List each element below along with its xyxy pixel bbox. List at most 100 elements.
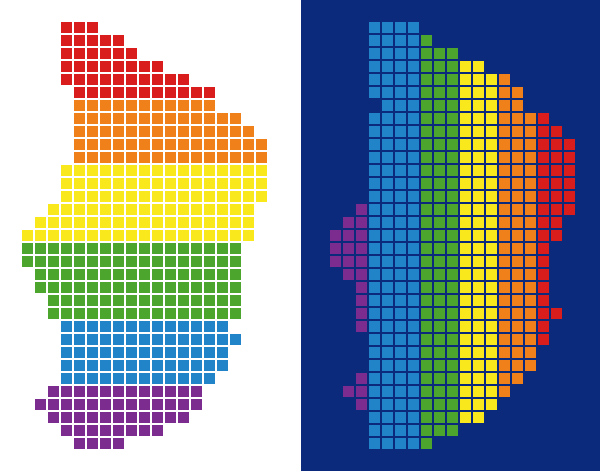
pixel (191, 243, 202, 254)
pixel (499, 217, 510, 228)
pixel (369, 152, 380, 163)
pixel (230, 113, 241, 124)
pixel (499, 139, 510, 150)
pixel (486, 334, 497, 345)
pixel (512, 334, 523, 345)
pixel (113, 191, 124, 202)
pixel (165, 113, 176, 124)
pixel (100, 334, 111, 345)
pixel (447, 217, 458, 228)
pixel (191, 100, 202, 111)
pixel (217, 139, 228, 150)
pixel (87, 373, 98, 384)
pixel (421, 373, 432, 384)
pixel (512, 152, 523, 163)
pixel (87, 269, 98, 280)
pixel (460, 74, 471, 85)
pixel (87, 139, 98, 150)
pixel (369, 165, 380, 176)
pixel (395, 165, 406, 176)
pixel (48, 256, 59, 267)
pixel (139, 282, 150, 293)
pixel (74, 334, 85, 345)
pixel (486, 165, 497, 176)
pixel (139, 412, 150, 423)
pixel (395, 113, 406, 124)
pixel (369, 204, 380, 215)
pixel (395, 269, 406, 280)
pixel (486, 386, 497, 397)
pixel (48, 204, 59, 215)
pixel (113, 308, 124, 319)
pixel (369, 22, 380, 33)
pixel (217, 321, 228, 332)
pixel (217, 165, 228, 176)
pixel (113, 48, 124, 59)
pixel (178, 191, 189, 202)
pixel (191, 126, 202, 137)
pixel (48, 217, 59, 228)
pixel (100, 113, 111, 124)
pixel (447, 295, 458, 306)
pixel (191, 217, 202, 228)
pixel (486, 74, 497, 85)
pixel (243, 178, 254, 189)
pixel (525, 282, 536, 293)
pixel (382, 256, 393, 267)
pixel (100, 308, 111, 319)
pixel (126, 152, 137, 163)
pixel (152, 230, 163, 241)
pixel (87, 425, 98, 436)
pixel (382, 334, 393, 345)
pixel (382, 425, 393, 436)
pixel (408, 74, 419, 85)
pixel (139, 347, 150, 358)
pixel (460, 191, 471, 202)
pixel (113, 139, 124, 150)
pixel (512, 360, 523, 371)
pixel (460, 165, 471, 176)
pixel (48, 308, 59, 319)
pixel (421, 178, 432, 189)
pixel (87, 61, 98, 72)
pixel (473, 74, 484, 85)
pixel (369, 87, 380, 98)
pixel (421, 204, 432, 215)
pixel (538, 334, 549, 345)
pixel (87, 438, 98, 449)
pixel (499, 334, 510, 345)
pixel (408, 334, 419, 345)
pixel (139, 256, 150, 267)
pixel (421, 256, 432, 267)
pixel (204, 360, 215, 371)
pixel (74, 61, 85, 72)
pixel (395, 152, 406, 163)
pixel (126, 347, 137, 358)
pixel (113, 347, 124, 358)
pixel (395, 87, 406, 98)
pixel (447, 87, 458, 98)
pixel (113, 269, 124, 280)
pixel (395, 399, 406, 410)
pixel (421, 360, 432, 371)
pixel (460, 347, 471, 358)
pixel (204, 282, 215, 293)
pixel (139, 334, 150, 345)
pixel (178, 87, 189, 98)
pixel (512, 243, 523, 254)
pixel (434, 204, 445, 215)
pixel (178, 243, 189, 254)
pixel (434, 256, 445, 267)
pixel (178, 399, 189, 410)
pixel (382, 22, 393, 33)
pixel (126, 282, 137, 293)
pixel (538, 152, 549, 163)
pixel (538, 178, 549, 189)
pixel (525, 113, 536, 124)
pixel (421, 425, 432, 436)
pixel (139, 243, 150, 254)
pixel (126, 100, 137, 111)
pixel (61, 204, 72, 215)
pixel (100, 74, 111, 85)
pixel (256, 139, 267, 150)
